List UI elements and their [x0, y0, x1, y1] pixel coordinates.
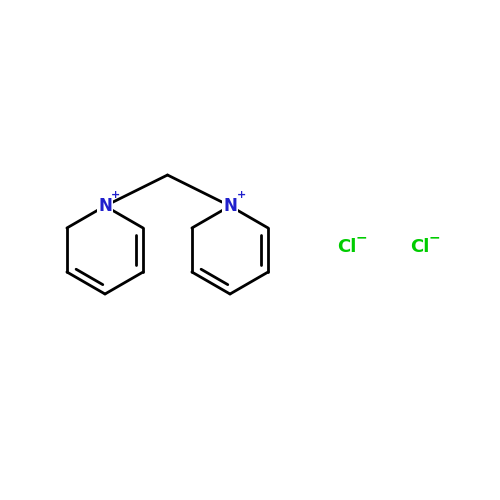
- Text: +: +: [112, 190, 120, 200]
- Text: +: +: [236, 190, 246, 200]
- Text: N: N: [223, 197, 237, 215]
- Text: −: −: [356, 230, 368, 244]
- Text: −: −: [428, 230, 440, 244]
- Text: Cl: Cl: [410, 238, 430, 256]
- Text: N: N: [98, 197, 112, 215]
- Text: Cl: Cl: [338, 238, 357, 256]
